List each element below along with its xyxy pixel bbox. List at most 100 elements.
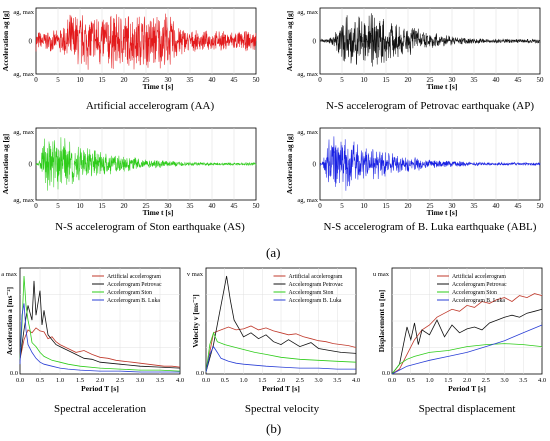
y-mid-label: 0 bbox=[313, 161, 317, 169]
x-tick-label: 25 bbox=[143, 202, 151, 210]
x-tick-label: 3.0 bbox=[314, 377, 322, 384]
series-3 bbox=[391, 343, 543, 375]
y-bottom-label: ag, max bbox=[297, 197, 318, 204]
x-tick-label: 4.0 bbox=[538, 377, 546, 384]
x-tick-label: 40 bbox=[493, 76, 501, 84]
x-axis-label: Time t [s] bbox=[143, 208, 174, 217]
chart-caption: Spectral acceleration bbox=[54, 403, 146, 415]
x-tick-label: 35 bbox=[471, 76, 479, 84]
y-mid-label: 0 bbox=[313, 38, 317, 46]
x-tick-label: 15 bbox=[99, 76, 107, 84]
y-bottom-label: ag, max bbox=[13, 197, 34, 204]
series-2 bbox=[391, 308, 543, 375]
x-tick-label: 50 bbox=[537, 202, 545, 210]
x-tick-label: 35 bbox=[471, 202, 479, 210]
legend-label: Artificial accelerogram bbox=[289, 273, 343, 280]
x-tick-label: 1.0 bbox=[425, 377, 433, 384]
x-tick-label: 3.0 bbox=[136, 377, 144, 384]
x-tick-label: 0.0 bbox=[16, 377, 24, 384]
y-top-label: a max bbox=[1, 271, 17, 278]
series-2 bbox=[205, 275, 357, 373]
x-tick-label: 5 bbox=[56, 76, 60, 84]
x-tick-label: 40 bbox=[209, 202, 217, 210]
y-bottom-label: ag, max bbox=[13, 71, 34, 78]
series-3 bbox=[205, 331, 357, 373]
legend-label: Artificial accelerogram bbox=[107, 273, 161, 280]
chart-caption: N-S accelerogram of Ston earthquake (AS) bbox=[55, 221, 245, 233]
x-tick-label: 50 bbox=[537, 76, 545, 84]
x-tick-label: 45 bbox=[515, 202, 523, 210]
series-4 bbox=[19, 303, 180, 373]
x-tick-label: 3.5 bbox=[156, 377, 164, 384]
x-tick-label: 0.5 bbox=[221, 377, 229, 384]
y-bottom-label: ag, max bbox=[297, 71, 318, 78]
x-tick-label: 5 bbox=[56, 202, 60, 210]
x-axis-label: Period T [s] bbox=[81, 384, 119, 393]
x-tick-label: 10 bbox=[77, 76, 85, 84]
y-axis-label: Displacement u [m] bbox=[377, 290, 386, 353]
x-tick-label: 35 bbox=[187, 202, 195, 210]
y-axis-label: Velocity v [ms⁻¹] bbox=[191, 294, 200, 347]
x-tick-label: 25 bbox=[143, 76, 151, 84]
y-top-label: ag, max bbox=[297, 129, 318, 136]
series-1 bbox=[205, 325, 357, 373]
x-tick-label: 15 bbox=[383, 202, 391, 210]
y-top-label: ag, max bbox=[13, 129, 34, 136]
x-tick-label: 0.0 bbox=[388, 377, 396, 384]
y-mid-label: 0 bbox=[29, 38, 33, 46]
x-tick-label: 0.5 bbox=[407, 377, 415, 384]
x-tick-label: 25 bbox=[427, 76, 435, 84]
chart-SD: 0.0 0.5 1.0 1.5 2.0 2.5 3.0 3.5 4.0 Period T [s] u… bbox=[373, 267, 546, 415]
x-axis-label: Period T [s] bbox=[262, 384, 300, 393]
x-tick-label: 40 bbox=[209, 76, 217, 84]
x-tick-label: 45 bbox=[231, 202, 239, 210]
x-tick-label: 1.5 bbox=[76, 377, 84, 384]
chart-SA: 0.0 0.5 1.0 1.5 2.0 2.5 3.0 3.5 4.0 Period T [s] a… bbox=[1, 267, 184, 415]
x-tick-label: 20 bbox=[121, 202, 129, 210]
x-tick-label: 0.5 bbox=[36, 377, 44, 384]
y-mid-label: 0 bbox=[29, 161, 33, 169]
x-tick-label: 4.0 bbox=[352, 377, 360, 384]
chart-caption: Spectral velocity bbox=[245, 403, 320, 415]
legend: Artificial accelerogram Accelerogram Petr… bbox=[92, 273, 162, 304]
y-top-label: v max bbox=[187, 271, 204, 278]
legend-label: Accelerogram Ston bbox=[289, 290, 334, 296]
x-tick-label: 1.5 bbox=[444, 377, 452, 384]
x-tick-label: 3.5 bbox=[519, 377, 527, 384]
x-tick-label: 0 bbox=[34, 202, 38, 210]
y-axis-label: Acceleration ag [g] bbox=[285, 134, 294, 194]
series-3 bbox=[19, 275, 181, 372]
x-tick-label: 2.0 bbox=[277, 377, 285, 384]
x-tick-label: 35 bbox=[187, 76, 195, 84]
y-axis-label: Acceleration ag [g] bbox=[1, 134, 10, 194]
y-top-label: ag, max bbox=[297, 9, 318, 16]
legend-label: Accelerogram Ston bbox=[452, 290, 497, 296]
chart-caption: Artificial accelerogram (AA) bbox=[86, 100, 215, 112]
x-tick-label: 0 bbox=[318, 202, 322, 210]
x-tick-label: 2.5 bbox=[482, 377, 490, 384]
series-AS bbox=[35, 137, 257, 191]
legend-label: Accelerogram B. Luka bbox=[289, 298, 342, 304]
series-AP bbox=[319, 13, 541, 67]
chart-SV: 0.0 0.5 1.0 1.5 2.0 2.5 3.0 3.5 4.0 Period T [s] v… bbox=[187, 267, 360, 415]
y-axis-label: Acceleration a [ms⁻²] bbox=[5, 287, 14, 355]
x-tick-label: 50 bbox=[253, 202, 261, 210]
x-axis-label: Time t [s] bbox=[427, 208, 458, 217]
series-4 bbox=[205, 345, 356, 373]
x-tick-label: 2.5 bbox=[296, 377, 304, 384]
legend-label: Accelerogram B. Luka bbox=[452, 298, 505, 304]
x-tick-label: 15 bbox=[99, 202, 107, 210]
y-top-label: ag, max bbox=[13, 9, 34, 16]
x-tick-label: 45 bbox=[231, 76, 239, 84]
x-tick-label: 3.0 bbox=[500, 377, 508, 384]
x-tick-label: 50 bbox=[253, 76, 261, 84]
x-tick-label: 1.5 bbox=[258, 377, 266, 384]
x-tick-label: 30 bbox=[449, 76, 457, 84]
series-AA bbox=[35, 13, 257, 70]
x-tick-label: 20 bbox=[405, 202, 413, 210]
x-axis-label: Time t [s] bbox=[143, 82, 174, 91]
legend-label: Artificial accelerogram bbox=[452, 273, 506, 280]
